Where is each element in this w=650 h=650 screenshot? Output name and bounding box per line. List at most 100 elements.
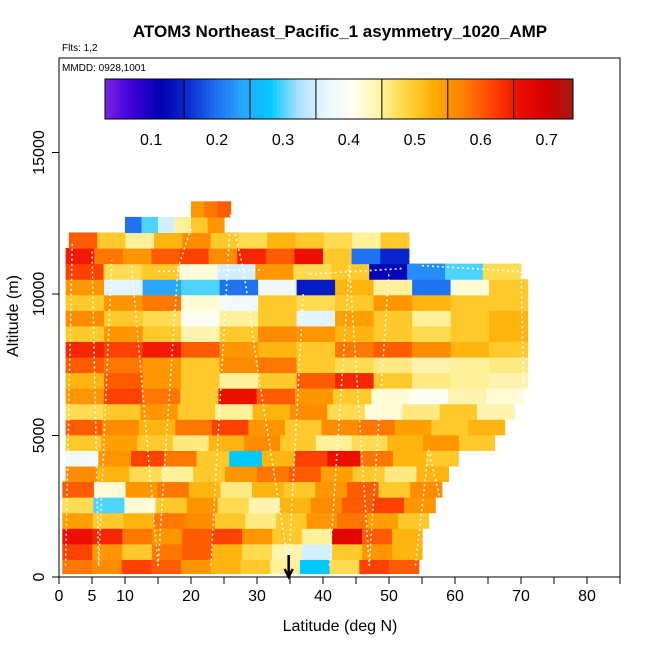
- flight-track-segment: [177, 228, 192, 269]
- heatmap-cell: [431, 419, 469, 436]
- colorbar-swatch: [198, 79, 203, 119]
- heatmap-cell: [294, 248, 324, 265]
- altitude-layer: [191, 201, 232, 218]
- heatmap-cell: [237, 248, 267, 265]
- colorbar-swatch: [276, 79, 281, 119]
- colorbar-swatch: [307, 79, 313, 119]
- heatmap-cell: [215, 403, 254, 420]
- x-tick-label: 5: [88, 588, 97, 605]
- colorbar-swatch: [222, 79, 227, 119]
- heatmap-cell: [219, 372, 259, 389]
- colorbar-swatch: [108, 79, 114, 119]
- heatmap-cell: [380, 232, 410, 249]
- heatmap-cell: [121, 557, 152, 575]
- colorbar-swatch: [253, 79, 258, 119]
- colorbar-swatch: [311, 79, 317, 119]
- heatmap-cell: [410, 481, 443, 498]
- colorbar-swatch: [194, 79, 200, 119]
- heatmap-cell: [65, 325, 105, 343]
- heatmap-cell: [373, 372, 413, 389]
- flight-track-segment: [328, 265, 351, 566]
- heatmap-cell: [302, 528, 333, 545]
- heatmap-cell: [191, 201, 205, 218]
- colorbar-swatch: [549, 79, 554, 119]
- heatmap-cell: [450, 356, 490, 374]
- x-tick-label: 80: [578, 588, 596, 605]
- colorbar-swatch: [370, 79, 375, 119]
- heatmap-cell: [364, 403, 403, 420]
- heatmap-cell: [122, 528, 153, 545]
- heatmap-cell: [409, 388, 449, 405]
- heatmap-cell: [245, 512, 277, 529]
- heatmap-cell: [293, 263, 332, 280]
- colorbar-swatch: [553, 79, 558, 119]
- heatmap-cell: [467, 419, 506, 436]
- heatmap-cell: [181, 356, 221, 374]
- heatmap-cell: [179, 263, 218, 280]
- heatmap-cell: [412, 356, 452, 374]
- heatmap-cell: [329, 557, 360, 575]
- colorbar-swatch: [385, 79, 391, 119]
- heatmap-cell: [208, 248, 238, 265]
- heatmap-cell: [296, 279, 336, 296]
- heatmap-cell: [65, 419, 103, 436]
- heatmap-cell: [62, 543, 93, 560]
- flight-track-segment: [210, 214, 232, 566]
- heatmap-cell: [392, 528, 423, 545]
- heatmap-cell: [65, 434, 102, 451]
- colorbar-swatch: [237, 79, 242, 119]
- heatmap-cell: [181, 557, 212, 575]
- x-tick-label: 30: [248, 588, 266, 605]
- colorbar-swatch: [284, 79, 289, 119]
- altitude-layer: [65, 263, 522, 280]
- heatmap-cell: [392, 450, 427, 467]
- heatmap-cell: [242, 543, 273, 560]
- heatmap-cell: [352, 232, 382, 249]
- heatmap-cell: [445, 263, 484, 280]
- heatmap-cell: [124, 497, 157, 514]
- heatmap-cell: [373, 356, 413, 374]
- heatmap-cell: [152, 528, 183, 545]
- heatmap-cell: [483, 263, 522, 280]
- heatmap-cell: [180, 248, 210, 265]
- heatmap-cell: [299, 557, 331, 575]
- colorbar-swatch: [495, 79, 500, 119]
- y-axis: 0 5000 10000 15000: [31, 130, 59, 581]
- heatmap-cell: [373, 497, 405, 514]
- colorbar-swatch: [424, 79, 430, 119]
- heatmap-cell: [62, 557, 93, 575]
- colorbar-swatch: [272, 79, 278, 119]
- y-tick-label: 0: [31, 572, 48, 581]
- colorbar-swatch: [120, 79, 125, 119]
- marker-arrow-head: [283, 568, 294, 580]
- heatmap-cell: [244, 434, 281, 451]
- altitude-layer: [65, 279, 529, 296]
- heatmap-cell: [335, 294, 375, 311]
- heatmap-cell: [181, 372, 221, 389]
- heatmap-cell: [210, 232, 240, 249]
- heatmap-cell: [265, 248, 295, 265]
- heatmap-cell: [104, 372, 144, 389]
- colorbar-swatch: [331, 79, 336, 119]
- heatmap-cell: [157, 481, 190, 498]
- colorbar-swatch: [498, 79, 504, 119]
- heatmap-cell: [280, 434, 317, 451]
- flight-tracks: [64, 214, 529, 566]
- heatmap-cell: [290, 403, 328, 420]
- heatmap-cell: [125, 216, 143, 234]
- heatmap-cell: [97, 232, 127, 249]
- heatmap-cell: [358, 419, 396, 436]
- colorbar-swatch: [136, 79, 141, 119]
- colorbar-swatch: [397, 79, 402, 119]
- x-tick-label: 0: [55, 588, 64, 605]
- colorbar-swatch: [147, 79, 153, 119]
- heatmap-cell: [102, 419, 140, 436]
- heatmap-cell: [272, 543, 303, 560]
- heatmap-cell: [407, 263, 446, 280]
- colorbar-swatch: [319, 79, 324, 119]
- heatmap-cell: [256, 388, 296, 405]
- heatmap-cell: [369, 263, 408, 280]
- colorbar-swatch: [140, 79, 145, 119]
- x-tick-label: 60: [446, 588, 464, 605]
- altitude-layer: [65, 356, 529, 374]
